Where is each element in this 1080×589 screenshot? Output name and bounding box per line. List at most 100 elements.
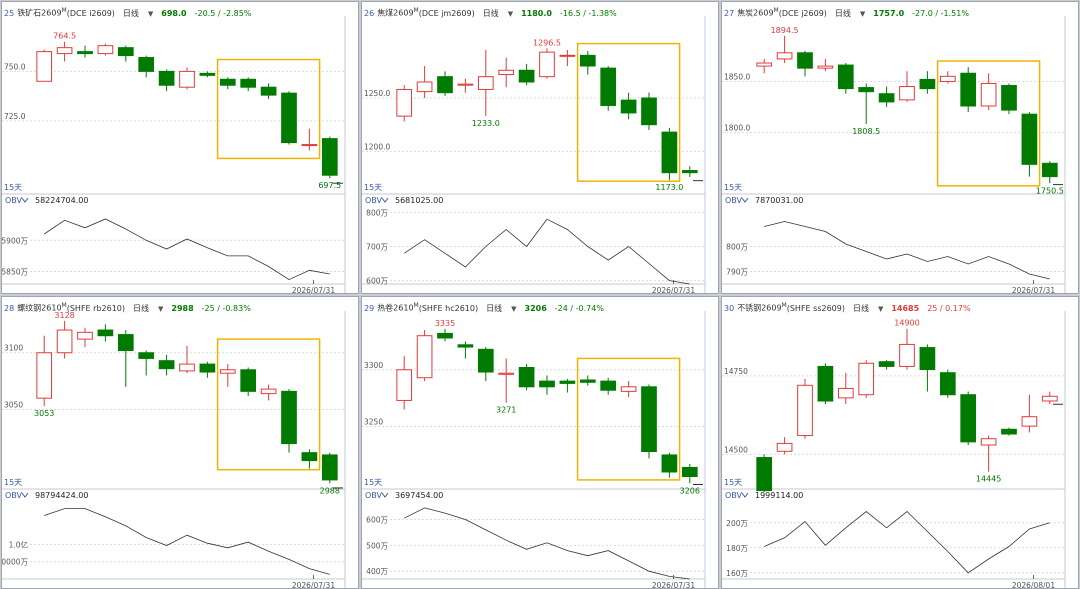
- low-price-label: 1750.5: [1036, 186, 1064, 195]
- panel-index: 28: [4, 303, 15, 313]
- y-tick-label: 1250.0: [364, 89, 390, 98]
- candle-body: [878, 93, 895, 103]
- price-change: -25 / -0.83%: [201, 303, 251, 313]
- last-price: 14685: [891, 303, 920, 313]
- chart-panel[interactable]: 27 焦炭2609M(DCE j2609) 日线 ▼ 1757.0 -27.0 / -1.…: [721, 1, 1079, 294]
- candle-body: [321, 138, 338, 176]
- chevron-down-icon[interactable]: ▼: [507, 9, 514, 18]
- obv-tick-label: 10000万: [2, 558, 28, 567]
- panel-index: 27: [724, 8, 735, 18]
- candle-body: [878, 361, 895, 367]
- chart-panel[interactable]: 30 不锈钢2609M(SHFE ss2609) 日线 ▼ 14685 25 / 0.17…: [721, 296, 1079, 589]
- chevron-down-icon[interactable]: ▼: [158, 304, 164, 313]
- candle-body: [301, 452, 318, 462]
- contract-name: 焦煤2609: [377, 8, 414, 18]
- chart-panel[interactable]: 25 铁矿石2609M(DCE i2609) 日线 ▼ 698.0 -20.5 / -2.…: [1, 1, 359, 294]
- candle-body: [199, 363, 216, 373]
- frequency-label: 日线: [133, 303, 149, 313]
- period-label: 15天: [4, 478, 22, 487]
- chart-header: 27 焦炭2609M(DCE j2609) 日线 ▼ 1757.0 -27.0 / -1.…: [724, 4, 1076, 18]
- period-label: 15天: [724, 478, 742, 487]
- chevron-down-icon[interactable]: ▼: [859, 9, 866, 18]
- highlight-box: [576, 357, 681, 481]
- candle-body: [457, 83, 474, 86]
- contract-code: (DCE jm2609): [418, 8, 475, 18]
- obv-label: OBV: [365, 491, 383, 500]
- candle-body: [817, 365, 834, 402]
- chevron-down-icon[interactable]: ▼: [511, 304, 517, 313]
- chart-header: 30 不锈钢2609M(SHFE ss2609) 日线 ▼ 14685 25 / 0.17…: [724, 299, 1076, 313]
- obv-tick-label: 700万: [366, 243, 388, 252]
- candle-body: [1041, 162, 1058, 178]
- chevron-down-icon[interactable]: ▼: [147, 9, 154, 18]
- chart-canvas: 3100 3050 3128 3053 2988 15天 OBV 98794424.00 1.0…: [2, 311, 346, 589]
- panel-index: 25: [4, 8, 15, 18]
- obv-label: OBV: [5, 491, 23, 500]
- frequency-select[interactable]: 日线 ▼: [486, 304, 516, 313]
- obv-tick-label: 500万: [366, 541, 388, 550]
- y-tick-label: 1850.0: [724, 72, 750, 81]
- candle-body: [437, 76, 453, 94]
- last-price: 3206: [524, 303, 547, 313]
- obv-tick-label: 800万: [366, 208, 388, 217]
- high-price-label: 1296.5: [533, 38, 561, 47]
- candle-body: [756, 457, 773, 492]
- frequency-select[interactable]: 日线 ▼: [853, 304, 883, 313]
- panel-index: 26: [364, 8, 375, 18]
- candle-body: [240, 369, 257, 392]
- contract-name: 热卷2610: [377, 303, 414, 313]
- candle-body: [416, 81, 433, 93]
- low-price-label: 3053: [34, 409, 54, 418]
- chevron-down-icon: [21, 197, 29, 203]
- candle-body: [641, 386, 657, 453]
- candle-body: [681, 466, 698, 478]
- chevron-down-icon[interactable]: ▼: [877, 304, 884, 313]
- highlight-box: [216, 338, 321, 471]
- candle-body: [960, 394, 977, 443]
- candle-body: [56, 47, 73, 55]
- frequency-select[interactable]: 日线 ▼: [133, 304, 163, 313]
- chevron-down-icon: [381, 197, 389, 203]
- obv-line: [403, 218, 690, 285]
- highlight-box: [216, 58, 321, 160]
- obv-line: [764, 221, 1050, 280]
- chart-canvas: 1850.0 1800.0 1894.5 1808.5 1750.5 15天 OBV 7870…: [722, 16, 1066, 294]
- frequency-select[interactable]: 日线 ▼: [835, 9, 865, 18]
- candle-body: [620, 99, 637, 114]
- contract-sup: M: [413, 302, 419, 309]
- candle-body: [797, 384, 813, 437]
- candle-body: [281, 92, 297, 144]
- y-tick-label: 1800.0: [724, 124, 750, 133]
- highlight-box: [576, 42, 681, 182]
- price-change: -27.0 / -1.51%: [912, 8, 969, 18]
- last-price: 2988: [171, 303, 194, 313]
- candle-body: [681, 170, 698, 174]
- y-tick-label: 14500: [724, 445, 748, 454]
- last-price: 698.0: [161, 8, 187, 18]
- obv-tick-label: 600万: [366, 516, 388, 525]
- low-price-label: 1808.5: [852, 127, 880, 136]
- candle-body: [539, 380, 555, 388]
- chart-panel[interactable]: 29 热卷2610M(SHFE hc2610) 日线 ▼ 3206 -24 / -0.74…: [361, 296, 719, 589]
- candle-body: [518, 367, 535, 388]
- low-price-label: 3206: [680, 486, 700, 495]
- candle-body: [776, 52, 793, 60]
- frequency-select[interactable]: 日线 ▼: [483, 9, 513, 18]
- contract-name: 焦炭2609: [737, 8, 774, 18]
- candle-body: [641, 97, 657, 126]
- chart-canvas: 3300 3250 3335 3271 3206 15天 OBV 3697454.00 600万…: [362, 311, 706, 588]
- high-price-label: 14900: [894, 319, 919, 328]
- date-label: 2026/07/31: [292, 581, 335, 589]
- frequency-label: 日线: [486, 303, 503, 313]
- candle-body: [477, 348, 494, 373]
- chart-panel[interactable]: 26 焦煤2609M(DCE jm2609) 日线 ▼ 1180.0 -16.5 / -1…: [361, 1, 719, 294]
- chevron-down-icon: [741, 492, 749, 498]
- candle-body: [858, 362, 875, 396]
- candle-body: [117, 334, 134, 351]
- date-label: 2026/07/31: [1012, 286, 1055, 294]
- chart-canvas: 750.0 725.0 764.5 697.5 15天 OBV 58224704.00 590…: [2, 16, 346, 293]
- chart-panel[interactable]: 28 螺纹钢2610M(SHFE rb2610) 日线 ▼ 2988 -25 / -0.8…: [1, 296, 359, 589]
- candle-body: [756, 62, 773, 67]
- frequency-select[interactable]: 日线 ▼: [123, 9, 153, 18]
